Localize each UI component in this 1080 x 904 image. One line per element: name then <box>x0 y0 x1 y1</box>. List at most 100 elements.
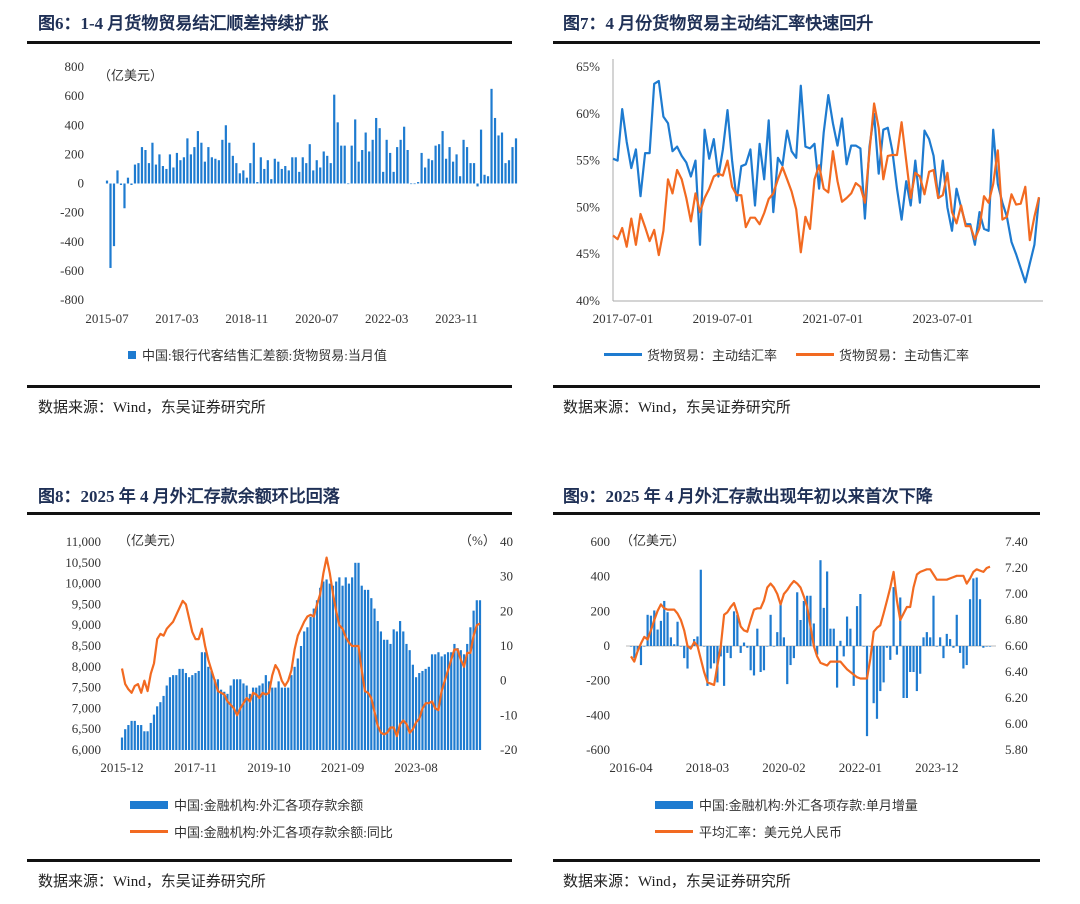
y-tick-label: 800 <box>65 59 85 74</box>
y-tick-label: 8,000 <box>72 659 101 674</box>
bar <box>709 646 712 669</box>
chart-title-fig6: 图6：1-4 月货物贸易结汇顺差持续扩张 <box>38 14 329 33</box>
bar <box>354 119 357 184</box>
bar <box>448 147 451 184</box>
bar <box>786 646 789 685</box>
bar <box>161 166 165 184</box>
bar <box>328 583 331 750</box>
bar <box>287 170 290 184</box>
bar <box>441 131 444 184</box>
series-line-2 <box>612 102 1041 257</box>
bar <box>666 612 669 646</box>
bar <box>405 643 408 750</box>
bar <box>669 637 672 646</box>
bar <box>287 687 290 750</box>
chart-title-fig8: 图8：2025 年 4 月外汇存款余额环比回落 <box>38 487 340 506</box>
bar <box>280 168 283 184</box>
bar <box>322 581 325 750</box>
bar <box>378 128 381 184</box>
x-tick-label: 2016-04 <box>609 760 653 775</box>
bar <box>351 577 354 750</box>
bar <box>216 679 219 750</box>
bar <box>486 176 490 184</box>
bar <box>478 600 482 750</box>
bar <box>392 171 395 184</box>
y-tick-label: 600 <box>591 534 611 549</box>
bar <box>819 560 822 646</box>
bar <box>350 145 353 184</box>
bar <box>462 139 465 184</box>
bar <box>408 650 411 750</box>
bar <box>942 646 945 659</box>
x-tick-label: 2022-01 <box>839 760 882 775</box>
x-tick-label: 2019-07-01 <box>693 311 754 326</box>
bar <box>507 160 511 184</box>
bar <box>514 138 518 184</box>
bar <box>427 666 430 750</box>
bar <box>444 158 448 184</box>
bar <box>203 161 206 184</box>
bar <box>972 578 975 646</box>
y-tick-label: 55% <box>576 153 600 168</box>
bar <box>256 182 259 184</box>
legend-label: 货物贸易：主动售汇率 <box>839 348 970 363</box>
bar <box>742 642 746 646</box>
bar <box>312 170 315 184</box>
bar <box>373 608 376 750</box>
bar <box>146 731 149 750</box>
bar <box>261 683 264 750</box>
bar <box>371 139 374 184</box>
x-tick-label: 2023-07-01 <box>912 311 973 326</box>
y-unit-label: （亿美元） <box>118 533 183 548</box>
y-tick-label: 600 <box>65 88 85 103</box>
bar <box>133 720 136 750</box>
bar <box>119 183 123 185</box>
bar <box>204 652 207 750</box>
y-tick-label: 40% <box>576 293 600 308</box>
bar <box>766 646 769 647</box>
bar <box>504 163 507 184</box>
bar <box>789 646 792 666</box>
bar <box>476 183 479 187</box>
bar <box>396 147 399 184</box>
bar <box>144 150 147 184</box>
bar <box>726 646 729 653</box>
bar <box>919 646 922 674</box>
y-tick-label: 400 <box>591 569 611 584</box>
bar <box>776 632 779 646</box>
bar <box>842 646 845 657</box>
bar <box>885 646 889 648</box>
bar <box>889 646 892 660</box>
bar <box>175 675 178 750</box>
bar <box>424 668 427 750</box>
y-tick-label: 7,500 <box>72 680 101 695</box>
bar <box>156 706 159 750</box>
bar <box>424 167 427 184</box>
bar <box>290 675 293 750</box>
bar <box>308 144 311 184</box>
bar <box>340 145 343 184</box>
bar <box>306 627 309 750</box>
bar <box>242 683 245 750</box>
bar <box>806 595 809 646</box>
bar <box>284 166 287 184</box>
bar <box>172 167 175 184</box>
series-line-1 <box>612 79 1041 284</box>
y2-tick-label: 6.40 <box>1005 664 1028 679</box>
bar <box>140 147 144 184</box>
bar <box>126 177 130 184</box>
y2-tick-label: 10 <box>500 638 513 653</box>
bar <box>729 646 732 659</box>
bar <box>656 629 659 646</box>
bar <box>124 729 127 750</box>
bar <box>232 679 235 750</box>
bar <box>245 177 248 184</box>
bar <box>965 646 968 666</box>
legend-label: 平均汇率：美元兑人民币 <box>699 825 843 840</box>
bar <box>186 138 189 184</box>
bar <box>673 644 676 646</box>
bar <box>434 145 437 184</box>
x-tick-label: 2018-03 <box>686 760 729 775</box>
y2-tick-label: 7.40 <box>1005 534 1028 549</box>
y2-tick-label: 6.20 <box>1005 690 1028 705</box>
